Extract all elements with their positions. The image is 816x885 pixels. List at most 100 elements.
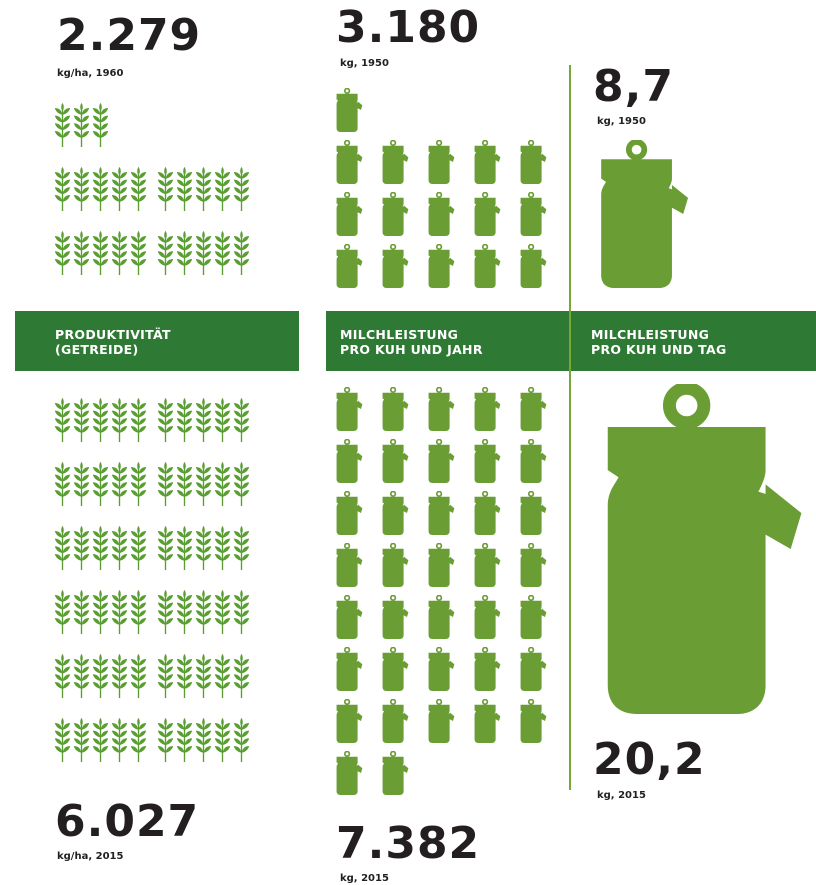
milk-can-icon-small xyxy=(590,140,696,288)
wheat-ear-icon xyxy=(195,459,212,509)
wheat-ear-icon xyxy=(111,523,128,573)
wheat-ear-icon xyxy=(176,395,193,445)
wheat-ear-icon xyxy=(214,459,231,509)
milk-can-icon xyxy=(472,387,502,431)
milk-can-icon xyxy=(334,751,364,795)
milk-day-value-2015: 20,2 xyxy=(593,734,706,785)
wheat-ear-icon xyxy=(176,228,193,278)
wheat-ear-icon xyxy=(176,523,193,573)
wheat-ear-icon xyxy=(214,228,231,278)
wheat-ear-icon xyxy=(54,164,71,214)
wheat-ear-icon xyxy=(111,228,128,278)
wheat-ear-icon xyxy=(73,459,90,509)
wheat-ear-icon xyxy=(111,395,128,445)
productivity-band: PRODUKTIVITÄT (GETREIDE) xyxy=(15,311,299,371)
wheat-ear-icon xyxy=(92,715,109,765)
milk-can-icon xyxy=(426,192,456,236)
milk-can-icon xyxy=(472,192,502,236)
milk-can-grid-1950 xyxy=(334,88,564,288)
wheat-ear-icon xyxy=(54,228,71,278)
wheat-ear-icon xyxy=(195,164,212,214)
wheat-ear-icon xyxy=(176,651,193,701)
wheat-ear-icon xyxy=(214,587,231,637)
wheat-ear-icon xyxy=(92,164,109,214)
milk-can-icon xyxy=(426,140,456,184)
wheat-ear-icon xyxy=(195,228,212,278)
milk-can-icon xyxy=(380,140,410,184)
wheat-ear-icon xyxy=(73,164,90,214)
wheat-ear-icon xyxy=(157,523,174,573)
milk-can-icon xyxy=(518,140,548,184)
wheat-ear-icon xyxy=(130,651,147,701)
grain-unit-2015: kg/ha, 2015 xyxy=(57,851,124,862)
milk-day-unit-2015: kg, 2015 xyxy=(597,790,646,801)
milk-can-icon-large xyxy=(590,384,812,714)
milk-day-unit-1950: kg, 1950 xyxy=(597,116,646,127)
milk-day-band: MILCHLEISTUNG PRO KUH UND TAG xyxy=(571,311,816,371)
wheat-ear-icon xyxy=(73,715,90,765)
milk-can-icon xyxy=(334,595,364,639)
wheat-ear-icon xyxy=(130,164,147,214)
wheat-ear-icon xyxy=(130,228,147,278)
grain-value-1960: 2.279 xyxy=(57,10,202,61)
wheat-ear-icon xyxy=(73,395,90,445)
wheat-ear-icon xyxy=(233,459,250,509)
milk-can-grid-2015 xyxy=(334,387,564,807)
milk-can-icon xyxy=(380,751,410,795)
wheat-ear-icon xyxy=(111,459,128,509)
wheat-ear-icon xyxy=(195,523,212,573)
milk-can-icon xyxy=(380,543,410,587)
milk-can-icon xyxy=(426,244,456,288)
wheat-ear-icon xyxy=(54,100,71,150)
milk-can-icon xyxy=(472,244,502,288)
wheat-ear-icon xyxy=(73,587,90,637)
milk-can-icon xyxy=(380,647,410,691)
milk-can-icon xyxy=(334,543,364,587)
wheat-ear-icon xyxy=(157,164,174,214)
wheat-ear-icon xyxy=(54,395,71,445)
wheat-ear-icon xyxy=(233,228,250,278)
wheat-ear-icon xyxy=(195,587,212,637)
wheat-ear-icon xyxy=(92,228,109,278)
wheat-ear-icon xyxy=(176,587,193,637)
wheat-ear-icon xyxy=(92,459,109,509)
wheat-ear-icon xyxy=(157,228,174,278)
milk-can-icon xyxy=(518,439,548,483)
column-divider xyxy=(569,65,571,790)
milk-can-icon xyxy=(518,699,548,743)
wheat-ear-icon xyxy=(214,715,231,765)
milk-can-icon xyxy=(334,140,364,184)
wheat-ear-icon xyxy=(233,395,250,445)
milk-can-icon xyxy=(334,88,364,132)
wheat-ear-icon xyxy=(130,587,147,637)
wheat-ear-icon xyxy=(92,523,109,573)
milk-day-label: MILCHLEISTUNG PRO KUH UND TAG xyxy=(591,327,727,357)
wheat-ear-icon xyxy=(233,587,250,637)
wheat-ear-icon xyxy=(195,395,212,445)
milk-can-icon xyxy=(472,595,502,639)
milk-can-icon xyxy=(472,543,502,587)
wheat-ear-icon xyxy=(157,395,174,445)
milk-can-icon xyxy=(426,439,456,483)
wheat-ear-icon xyxy=(73,523,90,573)
wheat-ear-icon xyxy=(176,164,193,214)
milk-can-icon xyxy=(518,543,548,587)
milk-can-icon xyxy=(380,244,410,288)
wheat-ear-icon xyxy=(73,651,90,701)
milk-can-icon xyxy=(334,439,364,483)
milk-can-icon xyxy=(518,387,548,431)
milk-year-unit-2015: kg, 2015 xyxy=(340,873,389,884)
milk-year-value-2015: 7.382 xyxy=(336,818,481,869)
milk-can-icon xyxy=(518,192,548,236)
wheat-ear-icon xyxy=(214,164,231,214)
wheat-ear-icon xyxy=(233,651,250,701)
wheat-ear-icon xyxy=(92,651,109,701)
wheat-ear-icon xyxy=(130,395,147,445)
milk-can-icon xyxy=(334,647,364,691)
milk-can-icon xyxy=(334,244,364,288)
grain-unit-1960: kg/ha, 1960 xyxy=(57,68,124,79)
wheat-ear-icon xyxy=(54,651,71,701)
wheat-ear-icon xyxy=(195,715,212,765)
milk-can-icon xyxy=(380,387,410,431)
milk-can-icon xyxy=(472,647,502,691)
